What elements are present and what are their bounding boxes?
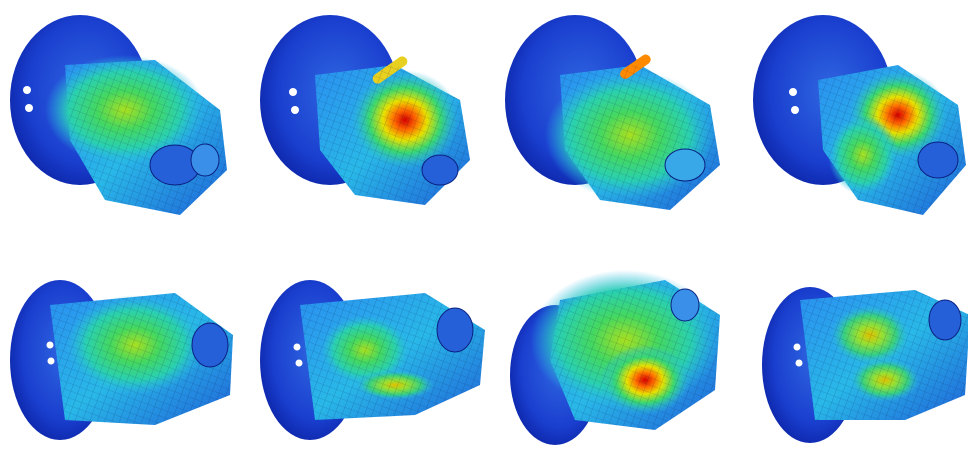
mode-shape bbox=[505, 15, 720, 210]
mode-shape bbox=[762, 287, 968, 443]
mode-shape bbox=[10, 15, 227, 215]
mode-shape bbox=[510, 270, 720, 445]
mode-shape bbox=[753, 15, 966, 215]
mode-shape bbox=[10, 280, 233, 440]
mode-shape bbox=[260, 15, 470, 205]
mode-shape bbox=[260, 280, 485, 440]
